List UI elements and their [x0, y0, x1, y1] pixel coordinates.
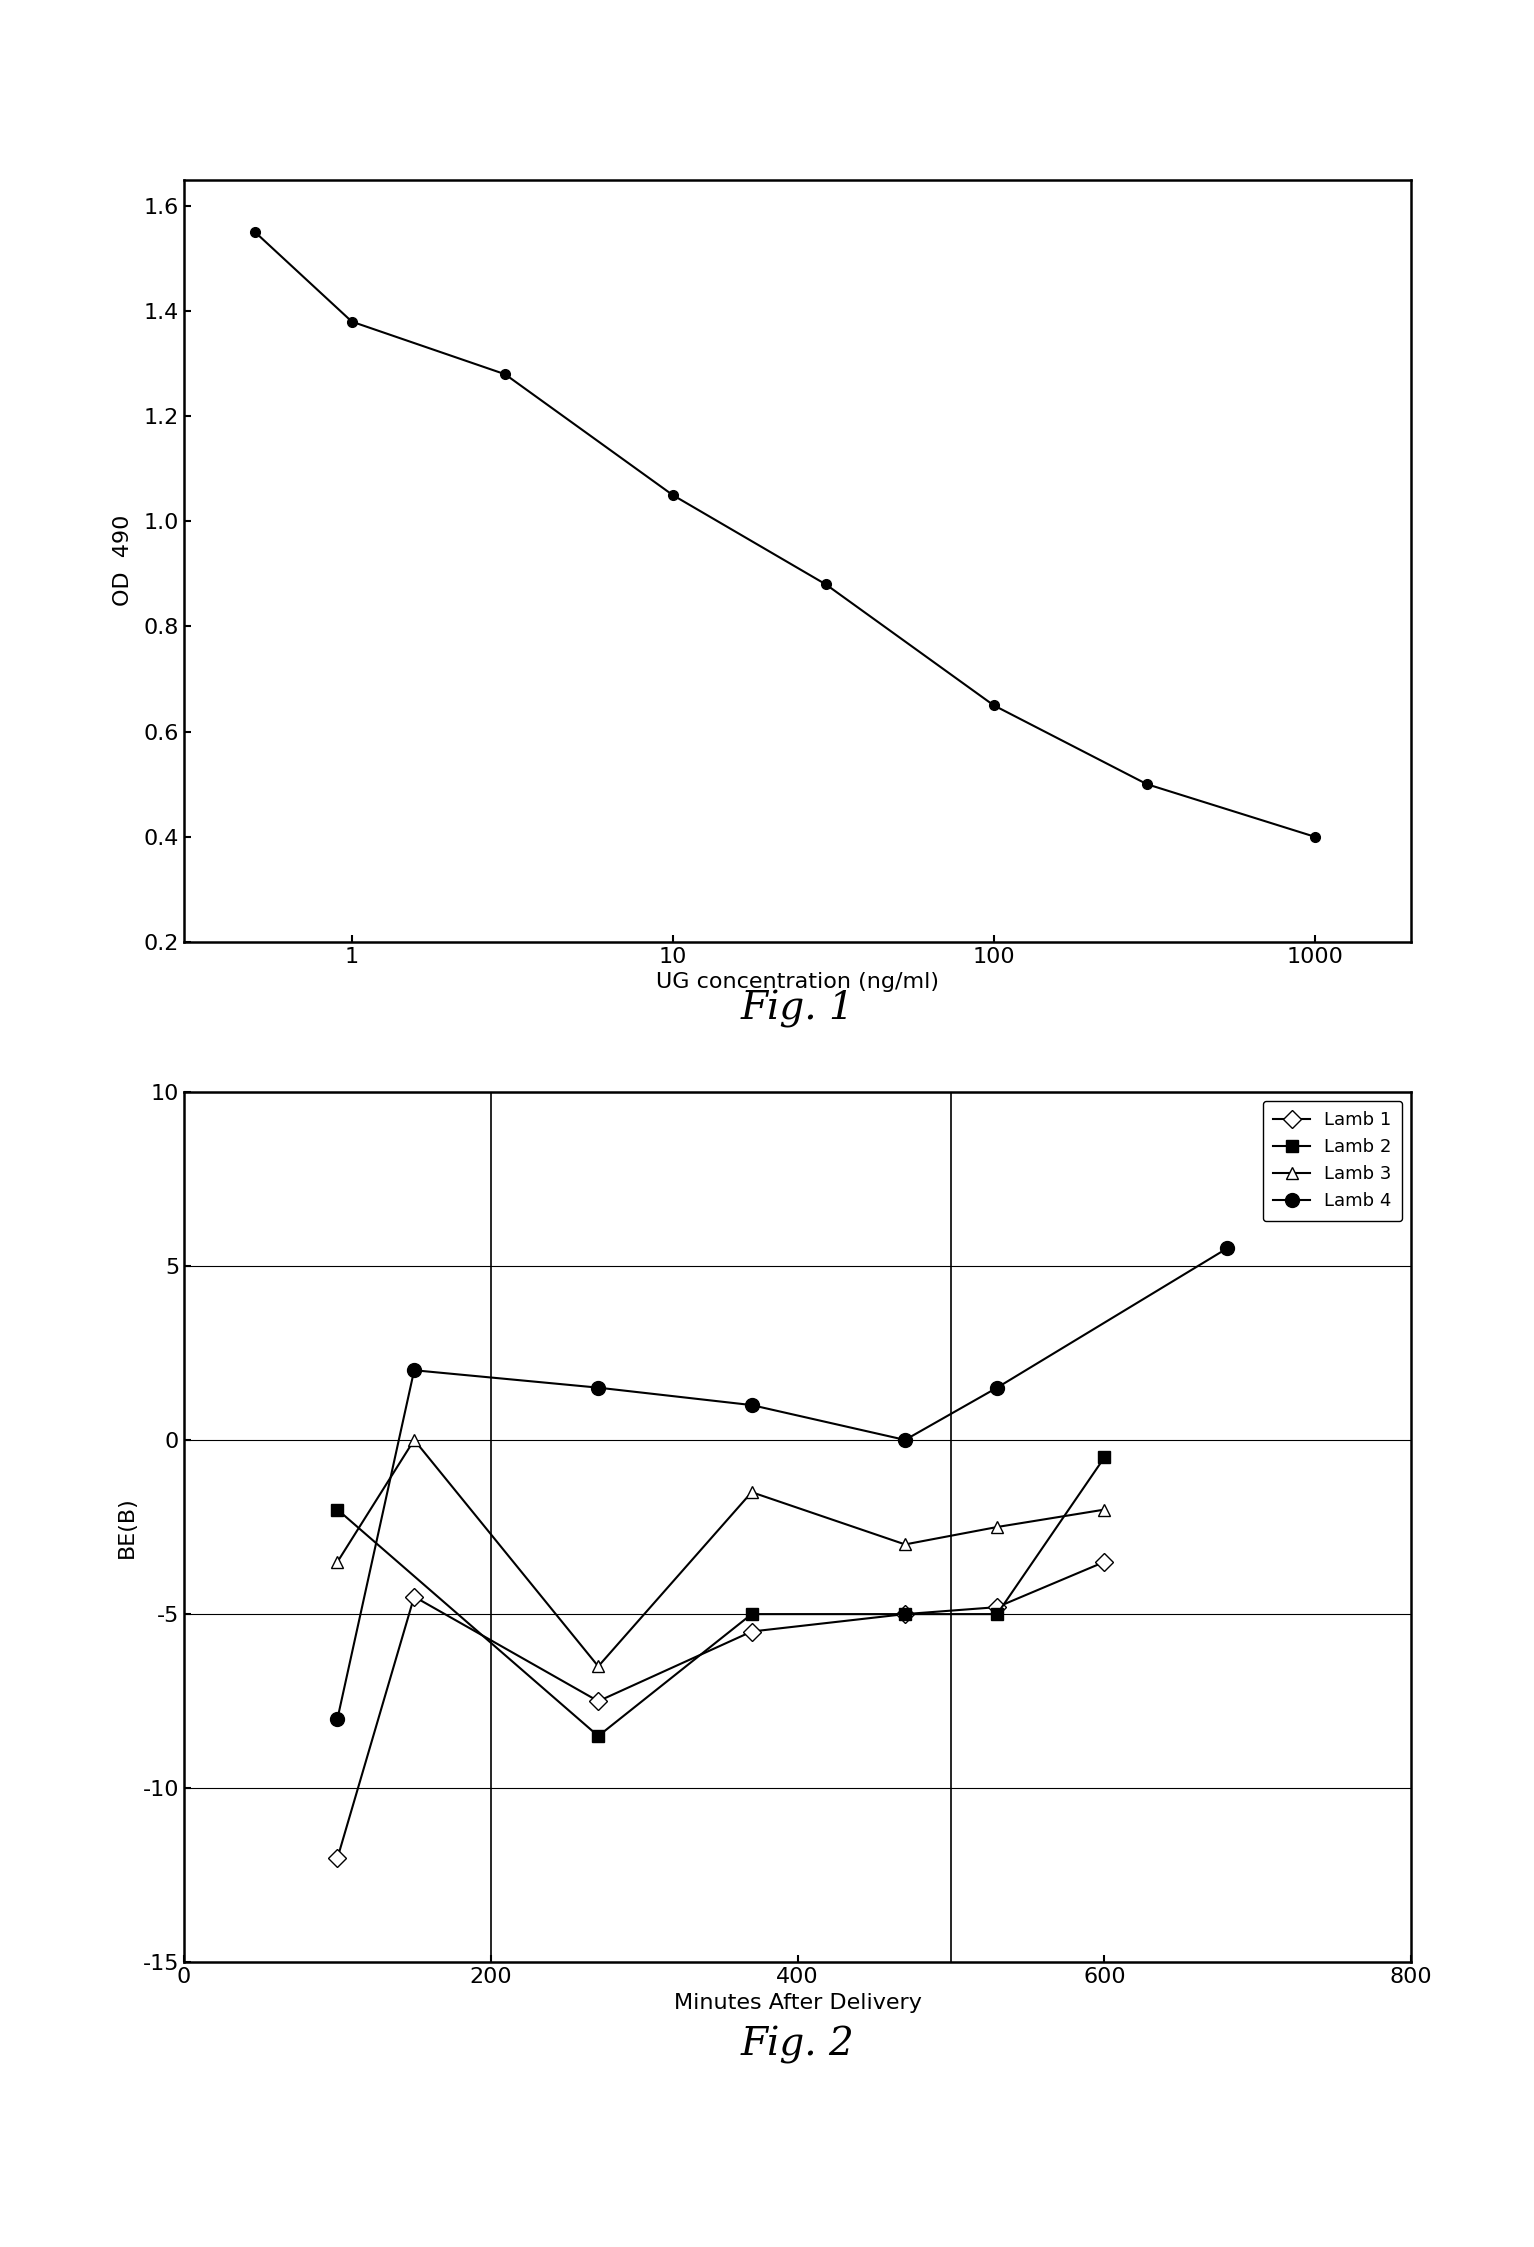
Lamb 3 — [589, 1654, 607, 1681]
X-axis label: UG concentration (ng/ml): UG concentration (ng/ml) — [657, 973, 939, 993]
Lamb 3 — [896, 1530, 914, 1557]
Lamb 3 — [988, 1514, 1006, 1541]
Lamb 4 — [742, 1391, 761, 1418]
Lamb 4 — [896, 1427, 914, 1454]
Lamb 3 — [328, 1548, 347, 1575]
Lamb 1 — [589, 1687, 607, 1714]
Lamb 2 — [742, 1600, 761, 1627]
Lamb 3 — [742, 1479, 761, 1505]
Lamb 4 — [988, 1375, 1006, 1402]
Line: Lamb 1: Lamb 1 — [331, 1555, 1111, 1865]
Lamb 4 — [328, 1705, 347, 1732]
Lamb 1 — [405, 1584, 423, 1611]
Y-axis label: BE(B): BE(B) — [117, 1497, 137, 1557]
Lamb 2 — [896, 1600, 914, 1627]
Lamb 4 — [405, 1357, 423, 1384]
Line: Lamb 2: Lamb 2 — [331, 1452, 1111, 1741]
Line: Lamb 4: Lamb 4 — [330, 1240, 1235, 1726]
Y-axis label: OD  490: OD 490 — [112, 515, 133, 607]
Lamb 4 — [589, 1375, 607, 1402]
Text: Fig. 1: Fig. 1 — [741, 991, 854, 1029]
Lamb 1 — [988, 1593, 1006, 1620]
Text: Fig. 2: Fig. 2 — [741, 2027, 854, 2063]
Lamb 1 — [1095, 1548, 1114, 1575]
Lamb 1 — [742, 1618, 761, 1645]
Lamb 1 — [328, 1845, 347, 1872]
Line: Lamb 3: Lamb 3 — [331, 1434, 1111, 1672]
Lamb 2 — [328, 1497, 347, 1523]
Lamb 1 — [896, 1600, 914, 1627]
Lamb 3 — [405, 1427, 423, 1454]
Lamb 3 — [1095, 1497, 1114, 1523]
X-axis label: Minutes After Delivery: Minutes After Delivery — [673, 1993, 922, 2013]
Lamb 4 — [1218, 1236, 1236, 1263]
Lamb 2 — [589, 1723, 607, 1750]
Legend: Lamb 1, Lamb 2, Lamb 3, Lamb 4: Lamb 1, Lamb 2, Lamb 3, Lamb 4 — [1262, 1101, 1402, 1222]
Lamb 2 — [1095, 1445, 1114, 1472]
Lamb 2 — [988, 1600, 1006, 1627]
